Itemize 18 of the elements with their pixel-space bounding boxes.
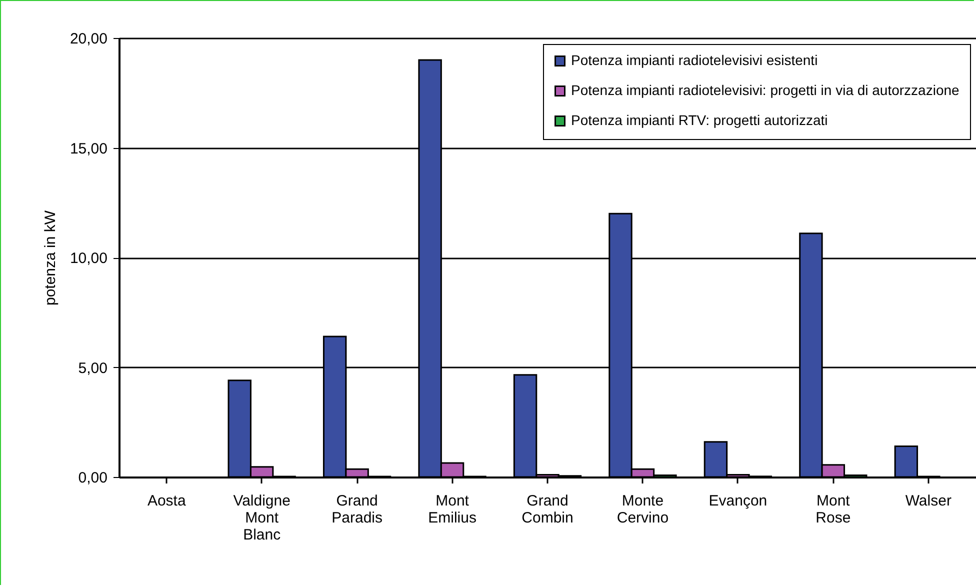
legend-label: Potenza impianti RTV: progetti autorizzati (571, 112, 828, 128)
y-tick-label: 15,00 (70, 140, 108, 158)
x-tick-label: Evançon (708, 492, 768, 510)
legend-label: Potenza impianti radiotelevisivi: progetti in via di autorzzazione (571, 82, 960, 98)
y-axis-title: potenza in kW (42, 210, 59, 306)
x-tick-label: Walser (905, 492, 952, 510)
x-tick-label: Grand Paradis (332, 492, 382, 526)
x-tick-label: Aosta (147, 492, 186, 510)
y-tick-label: 20,00 (70, 30, 108, 48)
x-tick-label: Valdigne Mont Blanc (233, 492, 290, 544)
y-tick-label: 0,00 (78, 470, 108, 486)
x-tick-label: Mont Rose (816, 492, 851, 526)
x-tick-label: Mont Emilius (428, 492, 476, 526)
legend-label: Potenza impianti radiotelevisivi esistenti (571, 52, 818, 68)
x-tick-label: Grand Combin (522, 492, 574, 526)
x-tick-label: Monte Cervino (616, 492, 669, 526)
y-tick-label: 5,00 (78, 360, 108, 377)
y-tick-label: 10,00 (70, 250, 108, 267)
